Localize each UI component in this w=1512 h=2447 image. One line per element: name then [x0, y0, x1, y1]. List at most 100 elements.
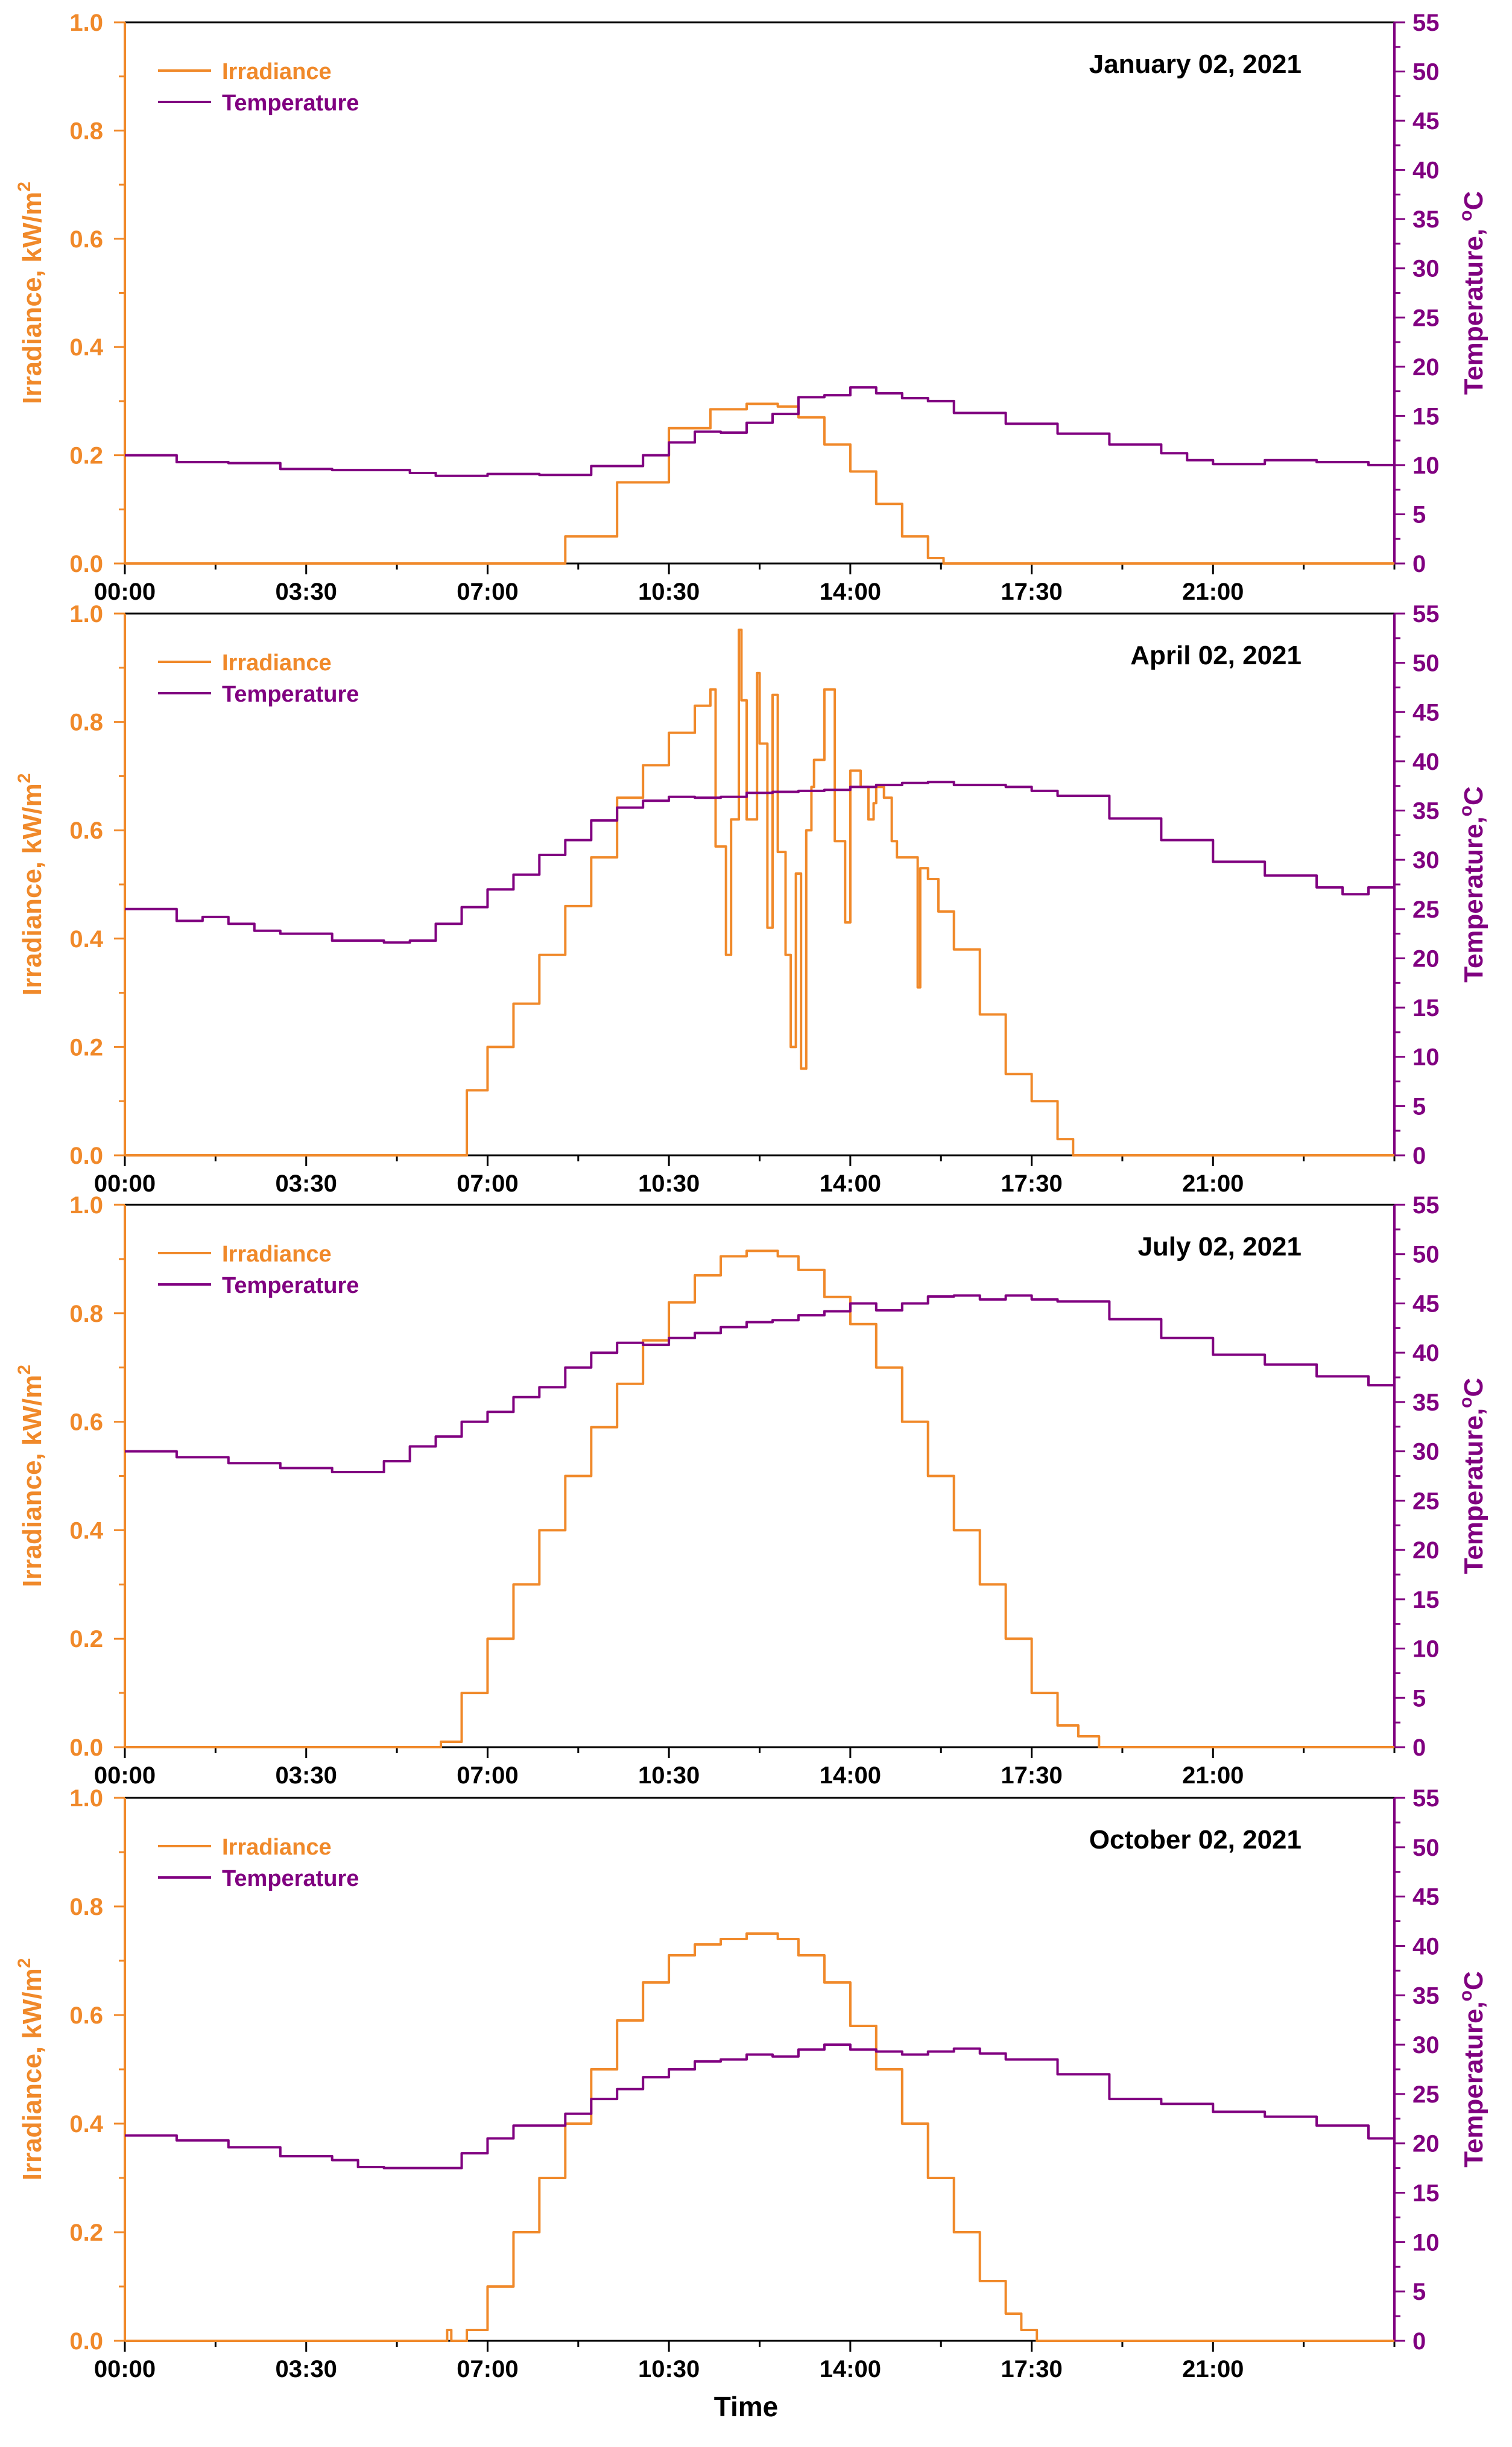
left-y-axis-title: Irradiance, kW/m2 [14, 1958, 47, 2181]
x-tick-label: 10:30 [638, 1170, 700, 1197]
left-y-axis-title: Irradiance, kW/m2 [14, 1365, 47, 1587]
x-tick-label: 07:00 [457, 1170, 518, 1197]
temperature-series-line [125, 386, 1396, 477]
temperature-series-line [125, 1294, 1396, 1473]
left-y-tick-label: 0.6 [69, 817, 103, 844]
left-y-axis-title-sup: 2 [14, 1958, 34, 1969]
panel-title: October 02, 2021 [1089, 1825, 1302, 1855]
left-y-tick-label: 0.2 [69, 2220, 103, 2246]
right-y-tick-label: 45 [1412, 108, 1440, 135]
right-y-tick-label: 5 [1412, 2279, 1426, 2305]
right-y-tick-label: 45 [1412, 1290, 1440, 1317]
irradiance-series-line [125, 1249, 1394, 1748]
left-y-axis-title-text: Irradiance, kW/m [17, 192, 47, 404]
right-y-tick-label: 10 [1412, 2229, 1440, 2256]
chart-panel-4: 00:00 03:30 07:00 10:30 14:00 17:30 21:00 0.0 0.… [14, 1785, 1488, 2382]
right-y-tick-label: 40 [1412, 1340, 1440, 1366]
right-y-tick-label: 25 [1412, 1488, 1440, 1514]
legend-irradiance-label: Irradiance [222, 650, 332, 676]
right-y-axis-title-sup: o [1456, 210, 1476, 221]
left-y-axis-title-sup: 2 [14, 773, 34, 784]
left-y-tick-label: 0.6 [69, 226, 103, 253]
right-y-tick-label: 10 [1412, 452, 1440, 479]
right-y-tick-label: 40 [1412, 1933, 1440, 1960]
left-y-tick-label: 0.0 [69, 2328, 103, 2355]
right-y-tick-label: 25 [1412, 305, 1440, 331]
panel-title: July 02, 2021 [1137, 1232, 1302, 1262]
panel-title: January 02, 2021 [1089, 49, 1302, 79]
x-tick-label: 21:00 [1182, 2356, 1244, 2382]
x-tick-label: 14:00 [820, 579, 881, 605]
legend-temperature-label: Temperature [222, 682, 359, 707]
x-tick-label: 17:30 [1001, 1170, 1062, 1197]
temperature-series-line [125, 2043, 1396, 2169]
right-y-tick-label: 45 [1412, 699, 1440, 726]
right-y-tick-label: 20 [1412, 354, 1440, 381]
left-y-axis-title-sup: 2 [14, 182, 34, 192]
right-y-tick-label: 25 [1412, 897, 1440, 923]
x-tick-label: 03:30 [276, 2356, 337, 2382]
x-tick-label: 14:00 [820, 1762, 881, 1789]
x-tick-label: 00:00 [94, 1170, 156, 1197]
right-y-tick-label: 10 [1412, 1044, 1440, 1071]
left-y-tick-label: 0.2 [69, 1034, 103, 1061]
right-y-axis-title: Temperature,oC [1456, 786, 1488, 983]
legend-temperature-label: Temperature [222, 1866, 359, 1891]
right-y-axis-title: Temperature, oC [1456, 191, 1488, 395]
right-y-tick-label: 10 [1412, 1636, 1440, 1663]
left-y-tick-label: 0.2 [69, 1626, 103, 1652]
right-y-axis-title-end: C [1459, 191, 1488, 211]
right-y-axis-title-sup: o [1456, 1990, 1476, 2001]
left-y-tick-label: 0.6 [69, 1409, 103, 1436]
x-tick-label: 03:30 [276, 579, 337, 605]
left-y-tick-label: 0.6 [69, 2002, 103, 2029]
right-y-axis-title-text: Temperature, [1459, 2001, 1488, 2168]
left-y-tick-label: 0.0 [69, 1734, 103, 1761]
right-y-tick-label: 15 [1412, 995, 1440, 1021]
right-y-tick-label: 15 [1412, 1587, 1440, 1613]
left-y-tick-label: 0.4 [69, 334, 103, 361]
irradiance-series-line [125, 402, 1394, 565]
left-y-axis-title: Irradiance, kW/m2 [14, 773, 47, 996]
left-y-tick-label: 0.8 [69, 1301, 103, 1327]
x-tick-label: 07:00 [457, 1762, 518, 1789]
right-y-axis-title-text: Temperature, [1459, 1408, 1488, 1575]
right-y-tick-label: 55 [1412, 601, 1440, 627]
x-tick-label: 07:00 [457, 579, 518, 605]
left-y-tick-label: 0.4 [69, 1517, 103, 1544]
chart-panel-3: 00:00 03:30 07:00 10:30 14:00 17:30 21:00 0.0 0.… [14, 1192, 1488, 1789]
left-y-tick-label: 1.0 [69, 10, 103, 36]
chart-panel-2: 00:00 03:30 07:00 10:30 14:00 17:30 21:00 0.0 0.… [14, 601, 1488, 1197]
x-tick-label: 14:00 [820, 2356, 881, 2382]
right-y-tick-label: 30 [1412, 2032, 1440, 2058]
right-y-tick-label: 5 [1412, 501, 1426, 528]
left-y-axis-title-text: Irradiance, kW/m [17, 1968, 47, 2180]
x-tick-label: 21:00 [1182, 579, 1244, 605]
right-y-tick-label: 15 [1412, 2180, 1440, 2207]
right-y-tick-label: 45 [1412, 1884, 1440, 1911]
x-tick-label: 17:30 [1001, 2356, 1062, 2382]
x-tick-label: 00:00 [94, 2356, 156, 2382]
right-y-tick-label: 35 [1412, 798, 1440, 825]
right-y-tick-label: 0 [1412, 1734, 1426, 1761]
right-y-tick-label: 25 [1412, 2081, 1440, 2108]
right-y-axis-title-text: Temperature, [1459, 221, 1488, 395]
right-y-tick-label: 15 [1412, 403, 1440, 430]
x-tick-label: 14:00 [820, 1170, 881, 1197]
legend-irradiance-label: Irradiance [222, 59, 332, 84]
panel-title: April 02, 2021 [1130, 641, 1302, 670]
right-y-axis-title-sup: o [1456, 1397, 1476, 1408]
x-tick-label: 00:00 [94, 579, 156, 605]
right-y-tick-label: 55 [1412, 1192, 1440, 1219]
left-y-tick-label: 0.2 [69, 443, 103, 469]
x-tick-label: 10:30 [638, 579, 700, 605]
right-y-tick-label: 20 [1412, 945, 1440, 972]
right-y-tick-label: 35 [1412, 1389, 1440, 1416]
right-y-tick-label: 30 [1412, 847, 1440, 874]
irradiance-series-line [125, 1932, 1394, 2342]
right-y-tick-label: 55 [1412, 1785, 1440, 1812]
right-y-tick-label: 5 [1412, 1093, 1426, 1120]
right-y-tick-label: 35 [1412, 206, 1440, 233]
left-y-tick-label: 0.8 [69, 709, 103, 736]
right-y-tick-label: 20 [1412, 1537, 1440, 1564]
